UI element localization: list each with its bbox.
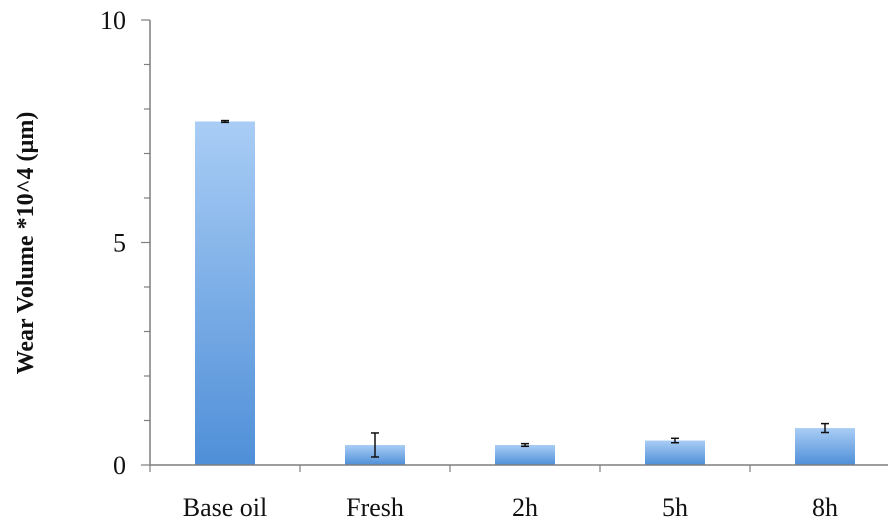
y-tick-label: 0 [113,451,126,480]
y-tick-label: 5 [113,229,126,258]
bars [195,121,855,466]
x-tick-label: 5h [662,493,688,522]
error-bar [221,119,229,124]
y-axis-ticks [141,19,150,466]
x-axis-labels: Base oil Fresh 2h 5h 8h [183,493,838,522]
bar [795,428,855,465]
bar [645,440,705,465]
error-bar [371,432,379,458]
x-tick-label: Base oil [183,493,268,522]
bar [495,444,555,465]
bar [195,121,255,466]
y-axis-labels: 0 5 10 [100,6,126,480]
error-bar [671,437,679,444]
x-axis-ticks [149,465,751,472]
error-bar [821,422,829,434]
error-bars [221,119,829,458]
x-tick-label: 2h [512,493,538,522]
x-tick-label: Fresh [346,493,404,522]
y-axis-title: Wear Volume *10^4 (µm) [13,112,39,375]
x-tick-label: 8h [812,493,838,522]
error-bar [521,442,529,448]
y-tick-label: 10 [100,6,126,35]
